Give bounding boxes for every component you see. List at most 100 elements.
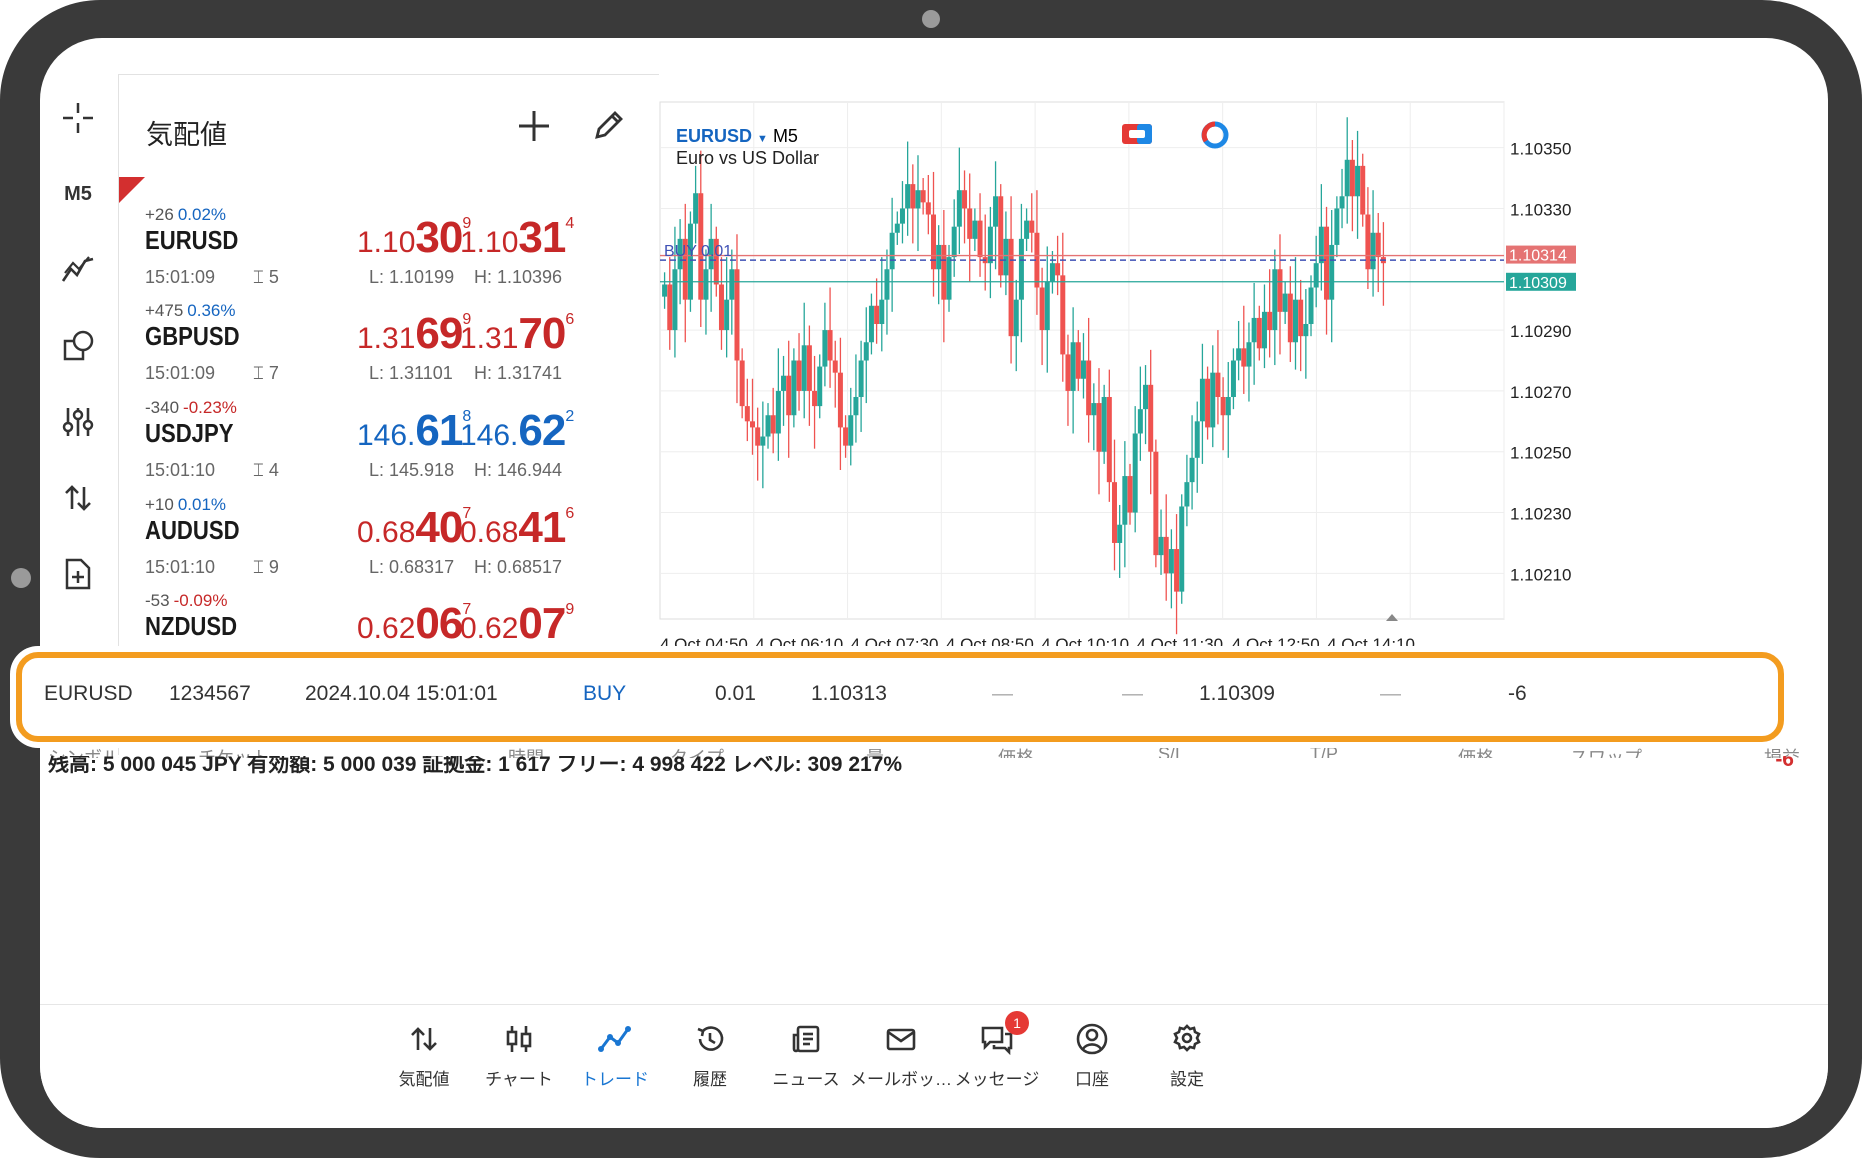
indicators-icon[interactable] (48, 242, 108, 298)
quote-ask[interactable]: 0.62079 (460, 599, 574, 649)
quote-bid[interactable]: 0.68407 (357, 503, 471, 553)
account-icon (1032, 1019, 1152, 1059)
objects-icon[interactable] (48, 318, 108, 374)
candle-body (1018, 238, 1024, 300)
candle-body (951, 226, 957, 258)
candle-body (1008, 238, 1014, 337)
x-tick-label: 4 Oct 07:30 (851, 635, 939, 654)
col-price: 価格 (998, 748, 1034, 758)
nav-label: メッセージ (954, 1070, 1040, 1089)
candle-body (1044, 281, 1050, 331)
bid-fraction: 9 (462, 311, 472, 328)
candle-body (962, 190, 968, 209)
quote-time: 15:01:09 (145, 363, 216, 383)
bid-prefix: 146. (357, 419, 416, 452)
quote-symbol: USDJPY (145, 418, 234, 448)
edit-pencil-icon[interactable] (587, 103, 631, 147)
candle-body (724, 299, 730, 331)
nav-item[interactable]: 設定 (1127, 1019, 1247, 1109)
quote-spread-value: 4 (268, 460, 279, 480)
x-tick-label: 4 Oct 14:10 (1327, 635, 1415, 654)
quote-high: H: 146.944 (474, 460, 563, 480)
col-profit: 損益 (1764, 748, 1800, 758)
bid-prefix: 1.31 (357, 322, 416, 355)
quote-ask[interactable]: 146.622 (460, 406, 574, 456)
candle-body (1267, 311, 1273, 331)
candle-body (905, 184, 911, 209)
candle-body (1230, 360, 1236, 397)
x-tick-label: 4 Oct 08:50 (946, 635, 1034, 654)
one-click-trading-icon[interactable] (1121, 122, 1153, 146)
candle-body (1137, 409, 1143, 434)
candle-body (729, 269, 735, 300)
candle-body (1143, 384, 1149, 410)
candle-body (1272, 269, 1278, 331)
candle-body (1112, 482, 1117, 543)
nav-item[interactable]: 口座 (1032, 1019, 1152, 1109)
candle-body (1375, 232, 1381, 258)
nav-item[interactable]: ニュース (746, 1019, 866, 1109)
position-row-highlight[interactable]: EURUSD 1234567 2024.10.04 15:01:01 BUY 0… (16, 652, 1784, 742)
quote-row[interactable]: +475 0.36% GBPUSD 15:01:09 ⌶ 7 1.31699 1.31706… (119, 299, 659, 414)
candle-body (1313, 263, 1319, 288)
nav-item[interactable]: 気配値 (364, 1019, 484, 1109)
candle-body (1205, 378, 1211, 428)
nav-item[interactable]: チャート (459, 1019, 579, 1109)
quote-ask[interactable]: 1.31706 (460, 309, 574, 359)
candle-body (1256, 317, 1262, 349)
candle-body (931, 214, 936, 270)
side-button (11, 568, 31, 588)
candle-body (858, 360, 864, 397)
trade-arrows-icon[interactable] (48, 470, 108, 526)
candle-body (1096, 403, 1102, 452)
candle-body (770, 415, 776, 434)
candle-body (837, 372, 843, 428)
chart-symbol-header[interactable]: EURUSD ▼ M5 (676, 126, 798, 147)
quote-bid[interactable]: 146.618 (357, 406, 471, 456)
bid-fraction: 8 (462, 408, 472, 425)
nav-item[interactable]: 履歴 (650, 1019, 770, 1109)
nav-item[interactable]: メールボッ… (841, 1019, 961, 1109)
nav-item[interactable]: メッセージ 1 (937, 1011, 1057, 1109)
new-order-icon[interactable] (48, 546, 108, 602)
quote-row[interactable]: +26 0.02% EURUSD 15:01:09 ⌶ 5 1.10309 1.10314 L… (119, 203, 659, 318)
quote-ask[interactable]: 0.68416 (460, 503, 574, 553)
quote-bid[interactable]: 1.10309 (357, 213, 471, 263)
crosshair-icon[interactable] (48, 90, 108, 146)
quote-symbol: GBPUSD (145, 321, 240, 351)
timeframe-label: M5 (64, 182, 92, 205)
quote-change-points: -53 (145, 591, 170, 610)
spread-icon: ⌶ (253, 363, 269, 383)
sliders-icon[interactable] (48, 394, 108, 450)
position-profit: -6 (1508, 682, 1527, 705)
quote-low: L: 1.31101 (369, 363, 453, 383)
quote-change-percent: -0.09% (173, 591, 228, 610)
add-symbol-icon[interactable] (509, 101, 559, 151)
candle-body (677, 238, 683, 270)
chart-area[interactable]: 1.10350 1.10330 1.10290 1.10270 1.10250 1.102… (656, 74, 1828, 674)
candle-body (1334, 208, 1340, 245)
candle-body (1158, 536, 1164, 556)
nav-label: 履歴 (693, 1070, 727, 1089)
quote-bid[interactable]: 1.31699 (357, 309, 471, 359)
candle-body (915, 190, 921, 209)
ask-fraction: 9 (565, 601, 575, 618)
quote-spread: ⌶ 9 (253, 557, 279, 578)
quote-bid[interactable]: 0.62067 (357, 599, 471, 649)
ask-pips: 70 (518, 309, 566, 358)
quote-row[interactable]: +10 0.01% AUDUSD 15:01:10 ⌶ 9 0.68407 0.68416 L… (119, 493, 659, 608)
quote-ask[interactable]: 1.10314 (460, 213, 574, 263)
candle-body (1127, 476, 1133, 513)
timeframe-button[interactable]: M5 (48, 166, 108, 222)
nav-item[interactable]: トレード (555, 1019, 675, 1109)
depth-of-market-icon[interactable] (1200, 120, 1230, 150)
candle-body (1055, 263, 1061, 276)
bid-pips: 61 (415, 406, 463, 455)
quote-change-percent: 0.01% (177, 495, 227, 514)
history-icon (650, 1019, 770, 1059)
bid-prefix: 1.10 (357, 226, 416, 259)
quote-row[interactable]: -340 -0.23% USDJPY 15:01:10 ⌶ 4 146.618 146.62… (119, 396, 659, 511)
ask-pips: 07 (518, 599, 566, 648)
bid-prefix: 0.68 (357, 516, 416, 549)
